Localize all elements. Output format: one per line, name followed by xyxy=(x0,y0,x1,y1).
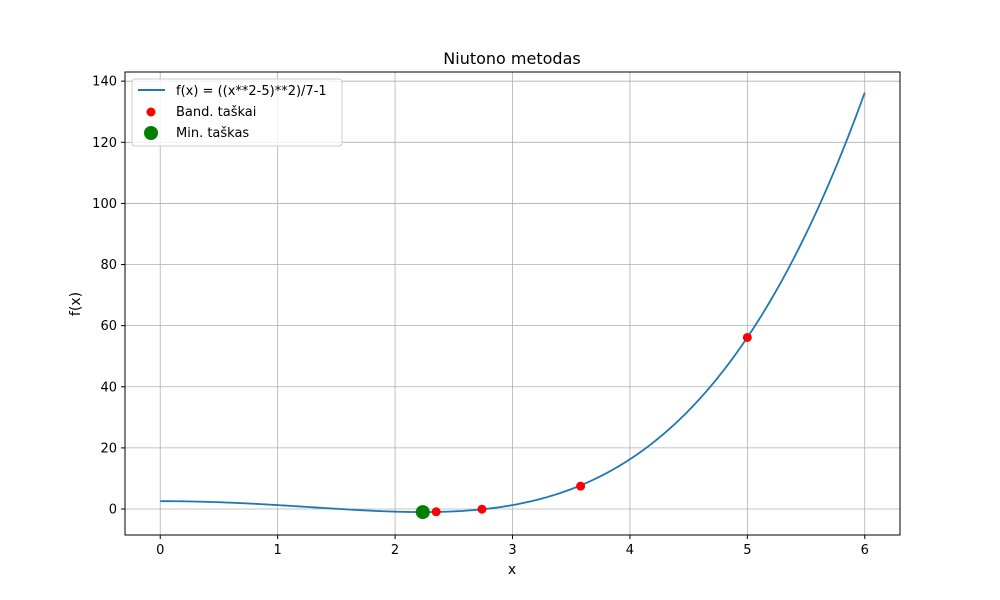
legend-label-function: f(x) = ((x**2-5)**2)/7-1 xyxy=(176,84,327,99)
y-tick-label: 60 xyxy=(100,319,117,334)
grid xyxy=(125,72,900,535)
y-tick-label: 120 xyxy=(92,136,117,151)
y-tick-label: 100 xyxy=(92,197,117,212)
x-tick-label: 4 xyxy=(626,543,634,558)
x-tick-label: 3 xyxy=(508,543,516,558)
legend-marker-iteration-points xyxy=(146,107,156,117)
iteration-point xyxy=(477,504,487,514)
y-tick-label: 0 xyxy=(109,503,117,518)
x-tick-label: 1 xyxy=(274,543,282,558)
minimum-point xyxy=(415,505,430,520)
legend: f(x) = ((x**2-5)**2)/7-1 Band. taškai Mi… xyxy=(131,78,343,147)
y-tick-label: 40 xyxy=(100,380,117,395)
chart-title: Niutono metodas xyxy=(443,49,580,68)
x-tick-label: 5 xyxy=(743,543,751,558)
iteration-point xyxy=(742,332,752,342)
y-tick-label: 140 xyxy=(92,75,117,90)
y-axis-label: f(x) xyxy=(68,292,84,316)
x-tick-label: 6 xyxy=(861,543,869,558)
iteration-point xyxy=(576,481,586,491)
legend-label-iteration-points: Band. taškai xyxy=(176,105,256,120)
y-tick-label: 20 xyxy=(100,441,117,456)
legend-marker-minimum-point xyxy=(144,126,158,140)
legend-frame xyxy=(131,78,343,147)
x-tick-label: 2 xyxy=(391,543,399,558)
plot-area xyxy=(160,92,866,520)
x-axis-label: x xyxy=(508,562,516,578)
iteration-point xyxy=(431,507,441,517)
x-tick-label: 0 xyxy=(156,543,164,558)
y-tick-label: 80 xyxy=(100,258,117,273)
legend-label-minimum-point: Min. taškas xyxy=(176,126,249,141)
